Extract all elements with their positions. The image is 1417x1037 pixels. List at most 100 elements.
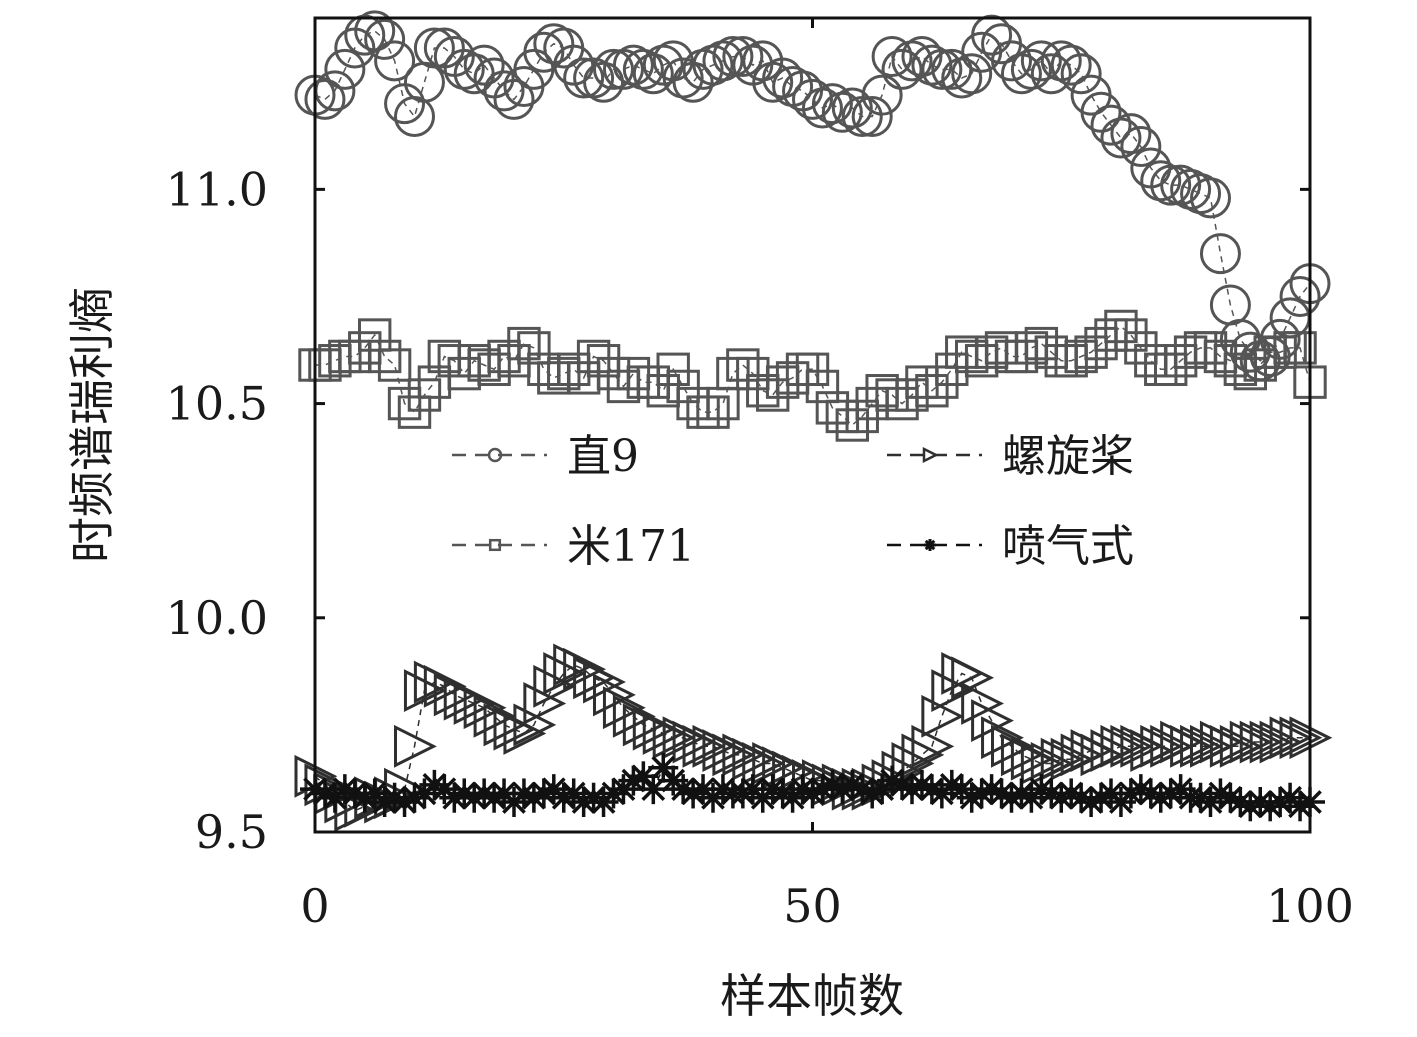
circle-marker xyxy=(1050,44,1092,86)
circle-marker xyxy=(792,78,833,120)
square-marker xyxy=(447,356,481,391)
star-stroke xyxy=(472,781,496,806)
circle-marker xyxy=(413,27,455,69)
circle-marker xyxy=(1199,233,1241,275)
square-marker xyxy=(905,365,939,399)
circle-marker xyxy=(921,48,963,90)
y-tick-label: 10.5 xyxy=(166,377,268,431)
square-marker xyxy=(706,386,740,421)
square-marker xyxy=(1104,309,1138,344)
square-marker xyxy=(547,356,581,391)
star-stroke xyxy=(342,781,367,806)
triangle-marker xyxy=(951,656,995,700)
triangle-marker xyxy=(513,703,557,747)
square-marker xyxy=(1124,331,1158,365)
square-marker xyxy=(1024,326,1059,361)
star-stroke xyxy=(452,781,477,806)
star-stroke xyxy=(512,781,536,806)
circle-marker xyxy=(1030,53,1072,95)
square-marker xyxy=(925,365,959,399)
circle-marker xyxy=(1150,164,1192,206)
star-stroke xyxy=(979,777,1004,802)
square-marker xyxy=(1074,335,1108,369)
circle-marker xyxy=(354,10,396,52)
circle-marker xyxy=(463,44,505,86)
square-marker xyxy=(756,378,790,412)
star-stroke xyxy=(422,773,447,797)
circle-marker xyxy=(991,40,1032,82)
star-stroke xyxy=(1228,790,1253,814)
star-stroke xyxy=(1218,785,1243,810)
circle-marker xyxy=(811,83,853,125)
star-stroke xyxy=(581,785,606,810)
y-tick-label: 10.0 xyxy=(166,591,268,645)
circle-marker xyxy=(831,87,873,129)
square-marker xyxy=(1004,339,1039,374)
star-marker xyxy=(897,774,927,805)
square-marker xyxy=(1243,348,1277,382)
circle-marker xyxy=(1259,318,1301,360)
circle-marker xyxy=(1110,113,1152,155)
square-marker xyxy=(935,352,969,387)
circle-marker xyxy=(1020,40,1062,82)
circle-marker xyxy=(563,57,605,99)
square-marker xyxy=(845,399,879,434)
square-marker xyxy=(795,352,830,387)
square-marker xyxy=(397,395,432,429)
circle-marker xyxy=(881,48,923,90)
star-stroke xyxy=(850,777,875,802)
circle-marker xyxy=(971,14,1013,56)
square-marker xyxy=(507,326,541,361)
star-stroke xyxy=(1188,785,1213,810)
star-stroke xyxy=(671,777,695,802)
square-marker xyxy=(636,365,670,399)
star-stroke xyxy=(1039,781,1064,806)
square-marker xyxy=(835,408,869,442)
legend-label: 直9 xyxy=(567,431,639,482)
square-marker xyxy=(596,356,631,391)
star-stroke xyxy=(1009,781,1034,806)
circle-marker xyxy=(364,18,406,60)
data-layer xyxy=(294,10,1333,833)
x-tick-label: 0 xyxy=(300,879,329,933)
circle-marker xyxy=(851,96,893,138)
circle-marker xyxy=(493,78,535,120)
square-marker xyxy=(407,378,442,412)
star-stroke xyxy=(1129,777,1153,802)
star-stroke xyxy=(939,773,964,797)
circle-marker xyxy=(324,48,366,90)
star-stroke xyxy=(820,773,845,797)
legend-item-2: 螺旋桨 xyxy=(887,431,1134,482)
legend-label: 螺旋桨 xyxy=(1002,431,1134,482)
star-marker xyxy=(924,539,936,551)
square-marker xyxy=(488,538,502,552)
y-tick-label: 11.0 xyxy=(166,162,268,216)
square-marker xyxy=(1193,331,1228,365)
circle-marker xyxy=(901,36,943,78)
circle-marker xyxy=(1080,91,1122,133)
star-stroke xyxy=(382,785,407,810)
star-stroke xyxy=(910,773,934,797)
star-stroke xyxy=(1029,777,1054,802)
square-marker xyxy=(377,348,412,382)
circle-marker xyxy=(1090,104,1132,146)
square-marker xyxy=(367,339,402,374)
circle-marker xyxy=(1120,126,1162,168)
star-stroke xyxy=(840,773,865,797)
star-stroke xyxy=(920,777,944,802)
circle-marker xyxy=(487,447,503,463)
triangle-marker xyxy=(921,694,965,738)
circle-marker xyxy=(1010,48,1052,90)
ticks: 0 50 100 9.5 10.0 10.5 11.0 xyxy=(166,18,1354,933)
square-marker xyxy=(805,369,840,404)
square-marker xyxy=(666,369,700,404)
legend-label: 米171 xyxy=(567,521,695,572)
square-marker xyxy=(576,339,611,374)
square-marker xyxy=(716,356,750,391)
square-marker xyxy=(656,352,690,387)
series-1 xyxy=(298,309,1327,442)
square-marker xyxy=(726,348,760,382)
y-axis-label: 时频谱瑞利熵 xyxy=(65,287,119,563)
circle-marker xyxy=(762,57,804,99)
